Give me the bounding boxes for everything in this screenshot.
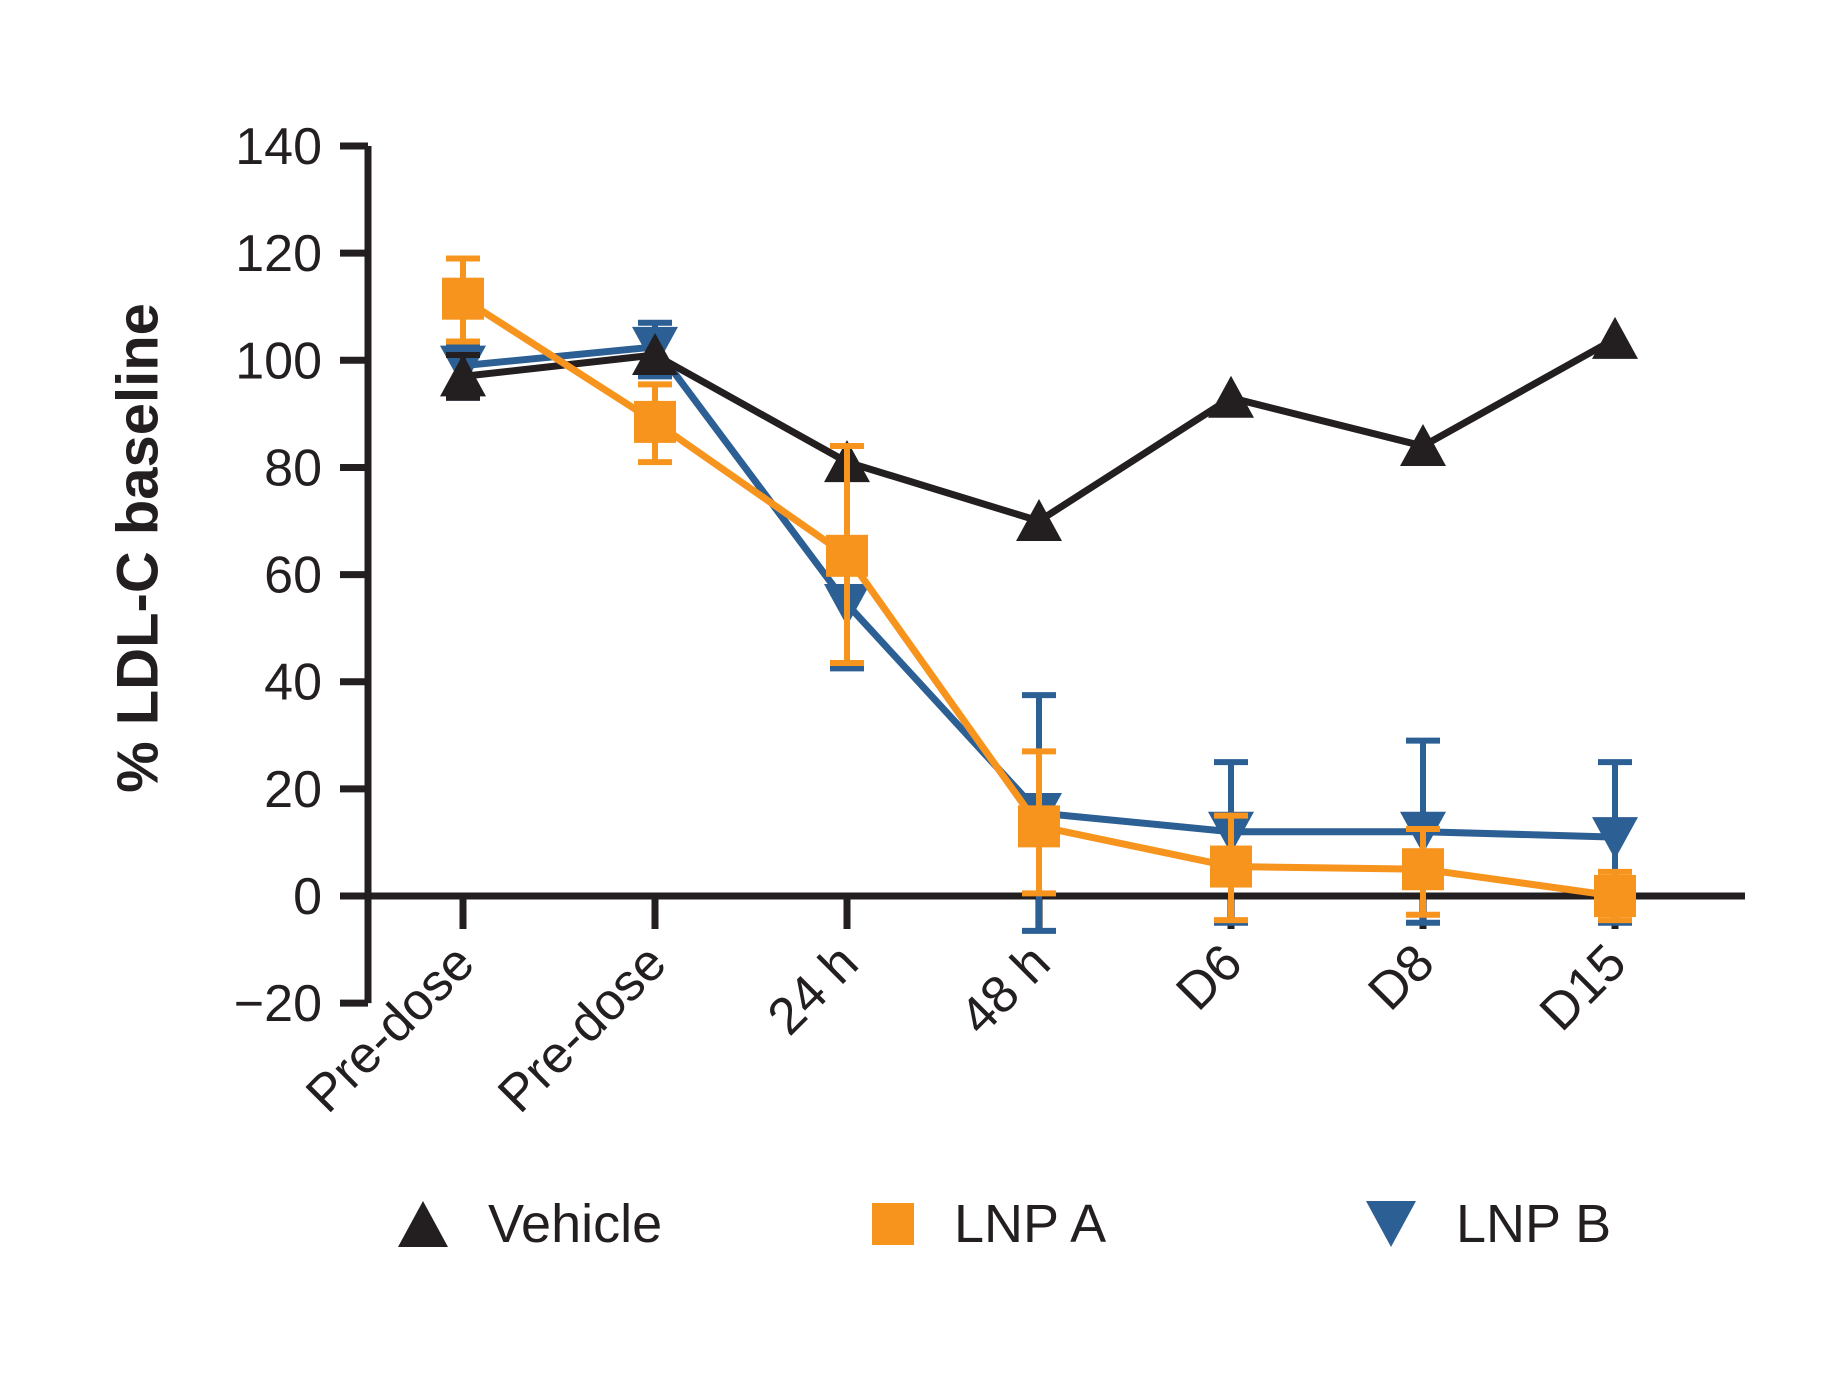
series-lnp-a-marker xyxy=(1594,875,1636,917)
series-vehicle-marker xyxy=(1208,375,1254,418)
triangle-down-icon xyxy=(1366,1201,1416,1247)
y-tick-label: 0 xyxy=(293,868,322,926)
y-tick-label: 40 xyxy=(264,654,322,712)
y-tick-label: 80 xyxy=(264,439,322,497)
y-tick-label: 140 xyxy=(235,118,322,176)
x-tick-label: D15 xyxy=(1529,933,1637,1041)
y-tick-label: 120 xyxy=(235,225,322,283)
legend-item-lnp-b: LNP B xyxy=(1366,1192,1611,1256)
triangle-up-icon xyxy=(398,1201,448,1247)
legend-label-lnp-a: LNP A xyxy=(954,1194,1107,1254)
x-tick-label: Pre-dose xyxy=(487,933,677,1123)
x-tick-label: 24 h xyxy=(757,933,870,1046)
y-tick-label: −20 xyxy=(234,975,322,1033)
y-tick-label: 20 xyxy=(264,761,322,819)
series-lnp-a-marker xyxy=(1018,805,1060,848)
series-vehicle-marker xyxy=(1016,499,1062,542)
square-icon xyxy=(872,1203,914,1245)
x-tick-label: D6 xyxy=(1165,933,1253,1021)
series-vehicle-marker xyxy=(440,354,486,397)
x-tick-label: Pre-dose xyxy=(295,933,485,1123)
series-vehicle-marker xyxy=(1400,424,1446,467)
legend-item-vehicle: Vehicle xyxy=(398,1192,662,1256)
y-tick-label: 60 xyxy=(264,547,322,605)
series-lnp-a-marker xyxy=(1210,845,1252,888)
series-lnp-a-marker xyxy=(634,400,676,443)
series-lnp-a-marker xyxy=(1402,848,1444,891)
series-lnp-b-marker xyxy=(1592,817,1638,860)
x-tick-label: D8 xyxy=(1357,933,1445,1021)
series-lnp-a-marker xyxy=(442,277,484,320)
legend-item-lnp-a: LNP A xyxy=(872,1192,1106,1256)
legend-label-vehicle: Vehicle xyxy=(488,1194,663,1254)
x-tick-label: 48 h xyxy=(949,933,1062,1046)
legend-label-lnp-b: LNP B xyxy=(1456,1194,1612,1254)
series-vehicle-marker xyxy=(1592,316,1638,359)
series-lnp-a-marker xyxy=(826,534,868,577)
y-tick-label: 100 xyxy=(235,332,322,390)
y-axis-label: % LDL-C baseline xyxy=(105,303,171,793)
series-vehicle-marker xyxy=(632,332,678,375)
